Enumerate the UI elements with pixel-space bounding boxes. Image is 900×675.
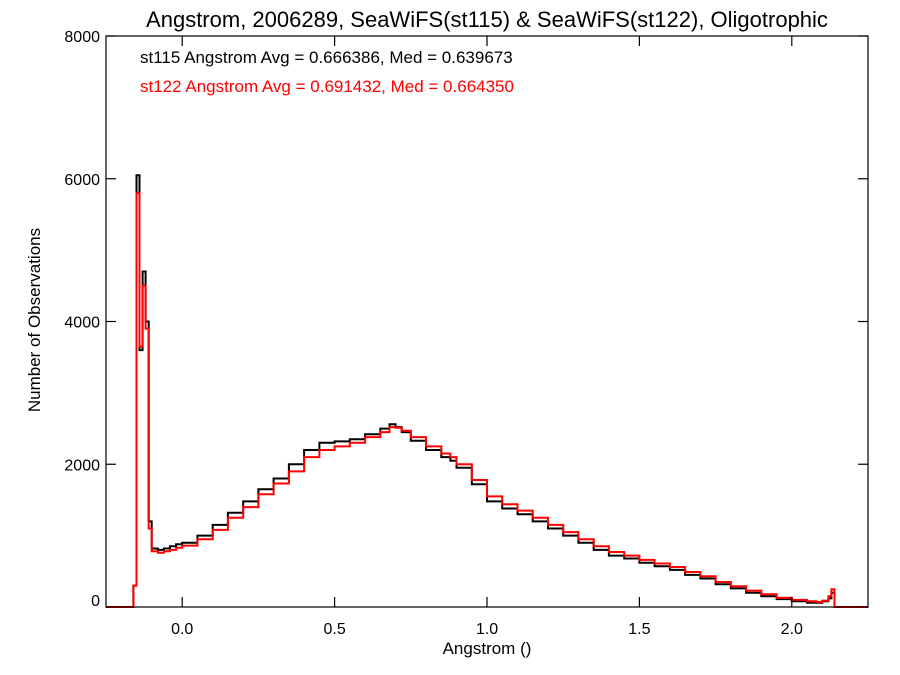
annotation-st122: st122 Angstrom Avg = 0.691432, Med = 0.6… — [140, 77, 514, 96]
y-axis-label: Number of Observations — [25, 228, 44, 412]
x-tick-label: 2.0 — [781, 621, 803, 638]
x-tick-label: 0.5 — [323, 621, 345, 638]
x-tick-label: 1.5 — [628, 621, 650, 638]
x-tick-label: 1.0 — [476, 621, 498, 638]
ticks-layer: 0.0 0.5 1.0 1.5 2.0 0 2000 4000 6000 8000 — [64, 29, 868, 638]
y-tick-label: 2000 — [64, 457, 100, 474]
y-tick-label: 0 — [91, 593, 100, 610]
annotation-st115: st115 Angstrom Avg = 0.666386, Med = 0.6… — [140, 48, 513, 67]
series-line-0 — [106, 174, 868, 608]
plot-frame — [105, 35, 869, 608]
y-tick-label: 8000 — [64, 29, 100, 46]
y-tick-label: 6000 — [64, 172, 100, 189]
x-tick-label: 0.0 — [171, 621, 193, 638]
y-tick-label: 4000 — [64, 315, 100, 332]
series-line-1 — [106, 192, 868, 608]
x-axis-label: Angstrom () — [443, 639, 532, 658]
chart-title: Angstrom, 2006289, SeaWiFS(st115) & SeaW… — [146, 7, 828, 32]
series-layer — [106, 174, 868, 608]
